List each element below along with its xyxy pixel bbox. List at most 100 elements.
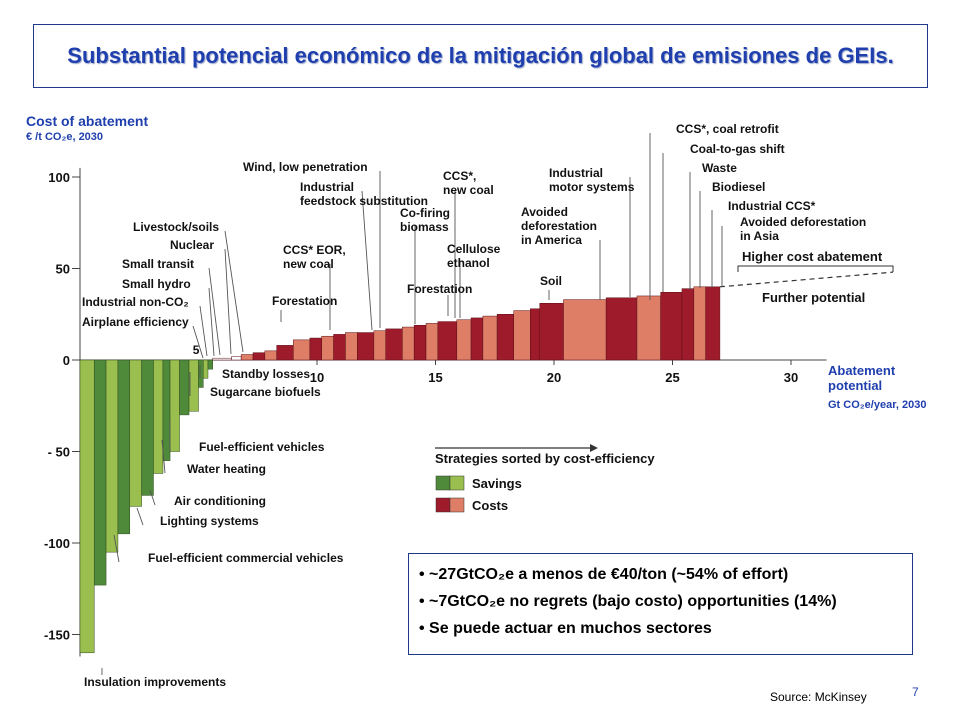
annotation-label: Fuel-efficient vehicles xyxy=(199,440,325,454)
x-tick-label: 10 xyxy=(310,370,324,385)
annotation-label: Fuel-efficient commercial vehicles xyxy=(148,551,344,565)
annotation-label: Sugarcane biofuels xyxy=(210,385,321,399)
annotation-label: Industrial motor systems xyxy=(549,166,635,194)
source-note: Source: McKinsey xyxy=(770,690,867,704)
annotation-leader xyxy=(136,507,144,526)
annotation-label: Water heating xyxy=(187,462,266,476)
cost-bar xyxy=(530,308,541,361)
cost-bar xyxy=(681,288,695,361)
savings-bar xyxy=(153,359,164,474)
x-inner-label: 5 xyxy=(193,343,200,357)
annotation-label: CCS* EOR, new coal xyxy=(283,243,346,271)
savings-bar xyxy=(198,359,204,388)
key-findings-box: ~27GtCO₂e a menos de €40/ton (~54% of ef… xyxy=(408,553,913,655)
annotation-leader xyxy=(208,267,221,356)
annotation-label: Standby losses xyxy=(222,367,310,381)
cost-bar xyxy=(309,337,322,361)
savings-bar xyxy=(129,359,142,507)
annotation-label: Avoided deforestation in Asia xyxy=(740,215,866,243)
title-box: Substantial potencial económico de la mi… xyxy=(33,24,928,88)
savings-bar xyxy=(79,359,95,654)
y-tick-label: -100 xyxy=(44,536,70,551)
cost-bar xyxy=(482,315,498,361)
annotation-label: Forestation xyxy=(407,282,472,296)
cost-bar xyxy=(293,339,311,361)
legend-label: Costs xyxy=(472,498,508,513)
annotation-label: Forestation xyxy=(272,294,337,308)
cost-bar xyxy=(212,357,232,361)
y-tick-label: -150 xyxy=(44,628,70,643)
annotation-label: Small transit xyxy=(122,257,194,271)
x-tick-label: 15 xyxy=(428,370,442,385)
cost-bar xyxy=(660,292,683,361)
cost-bar xyxy=(231,356,242,361)
further-potential-label: Further potential xyxy=(762,290,865,305)
annotation-label: Soil xyxy=(540,274,562,288)
cost-bar xyxy=(321,335,334,361)
finding-2: ~7GtCO₂e no regrets (bajo costo) opportu… xyxy=(419,593,902,611)
annotation-label: Airplane efficiency xyxy=(82,315,189,329)
cost-bar xyxy=(470,317,484,361)
annotation-label: Coal-to-gas shift xyxy=(690,142,785,156)
savings-bar xyxy=(162,359,171,461)
annotation-label: Lighting systems xyxy=(160,514,259,528)
page-number: 7 xyxy=(912,685,919,699)
legend-label: Savings xyxy=(472,476,522,491)
annotation-label: Cellulose ethanol xyxy=(447,242,501,270)
cost-bar xyxy=(513,310,531,361)
annotation-label: Waste xyxy=(702,161,737,175)
annotation-label: Industrial CCS* xyxy=(728,199,816,213)
annotation-label: Wind, low penetration xyxy=(243,160,368,174)
cost-bar xyxy=(240,354,254,361)
cost-bar xyxy=(385,328,403,361)
cost-bar xyxy=(705,286,721,361)
legend-heading: Strategies sorted by cost-efficiency xyxy=(435,451,655,466)
savings-bar xyxy=(207,359,213,370)
annotation-label: Air conditioning xyxy=(174,494,266,508)
legend-swatch xyxy=(435,497,451,513)
cost-bar xyxy=(563,299,607,361)
higher-cost-label: Higher cost abatement xyxy=(742,249,883,264)
x-tick-label: 25 xyxy=(665,370,679,385)
annotation-leader xyxy=(192,325,204,359)
annotation-label: Livestock/soils xyxy=(133,220,219,234)
cost-bar xyxy=(496,314,514,361)
cost-bar xyxy=(345,332,358,361)
savings-bar xyxy=(202,359,209,379)
savings-bar xyxy=(141,359,154,496)
x-axis-title: Abatement potential xyxy=(828,363,896,393)
annotation-leader xyxy=(224,248,232,355)
x-axis-units: Gt CO₂e/year, 2030 xyxy=(828,399,927,411)
legend-swatch xyxy=(449,475,465,491)
savings-bar xyxy=(179,359,190,416)
y-tick-label: - 50 xyxy=(48,445,70,460)
cost-bar xyxy=(276,345,294,361)
annotation-leader xyxy=(113,534,120,563)
annotation-label: CCS*, new coal xyxy=(443,169,494,197)
y-tick-label: 0 xyxy=(63,353,70,368)
annotation-label: Insulation improvements xyxy=(84,675,226,689)
annotation-label: Co-firing biomass xyxy=(400,206,450,234)
y-axis-units: € /t CO₂e, 2030 xyxy=(26,131,104,143)
legend-swatch xyxy=(449,497,465,513)
cost-bar xyxy=(605,297,638,361)
cost-bar xyxy=(456,319,472,361)
cost-bar xyxy=(252,352,266,361)
y-axis-title: Cost of abatement xyxy=(26,113,149,129)
further-potential-line xyxy=(719,271,893,288)
annotation-leader xyxy=(149,489,156,506)
y-tick-label: 100 xyxy=(48,170,70,185)
higher-cost-bracket xyxy=(737,265,894,272)
cost-bar xyxy=(357,332,375,361)
cost-bar xyxy=(402,326,415,361)
annotation-leader xyxy=(361,190,373,331)
cost-bar xyxy=(693,286,706,361)
annotation-leader xyxy=(199,305,208,357)
cost-bar xyxy=(373,330,386,361)
cost-bar xyxy=(264,350,277,361)
annotation-label: Nuclear xyxy=(170,238,214,252)
annotation-label: Avoided deforestation in America xyxy=(521,205,597,247)
y-tick-label: 50 xyxy=(56,262,70,277)
savings-bar xyxy=(169,359,180,452)
